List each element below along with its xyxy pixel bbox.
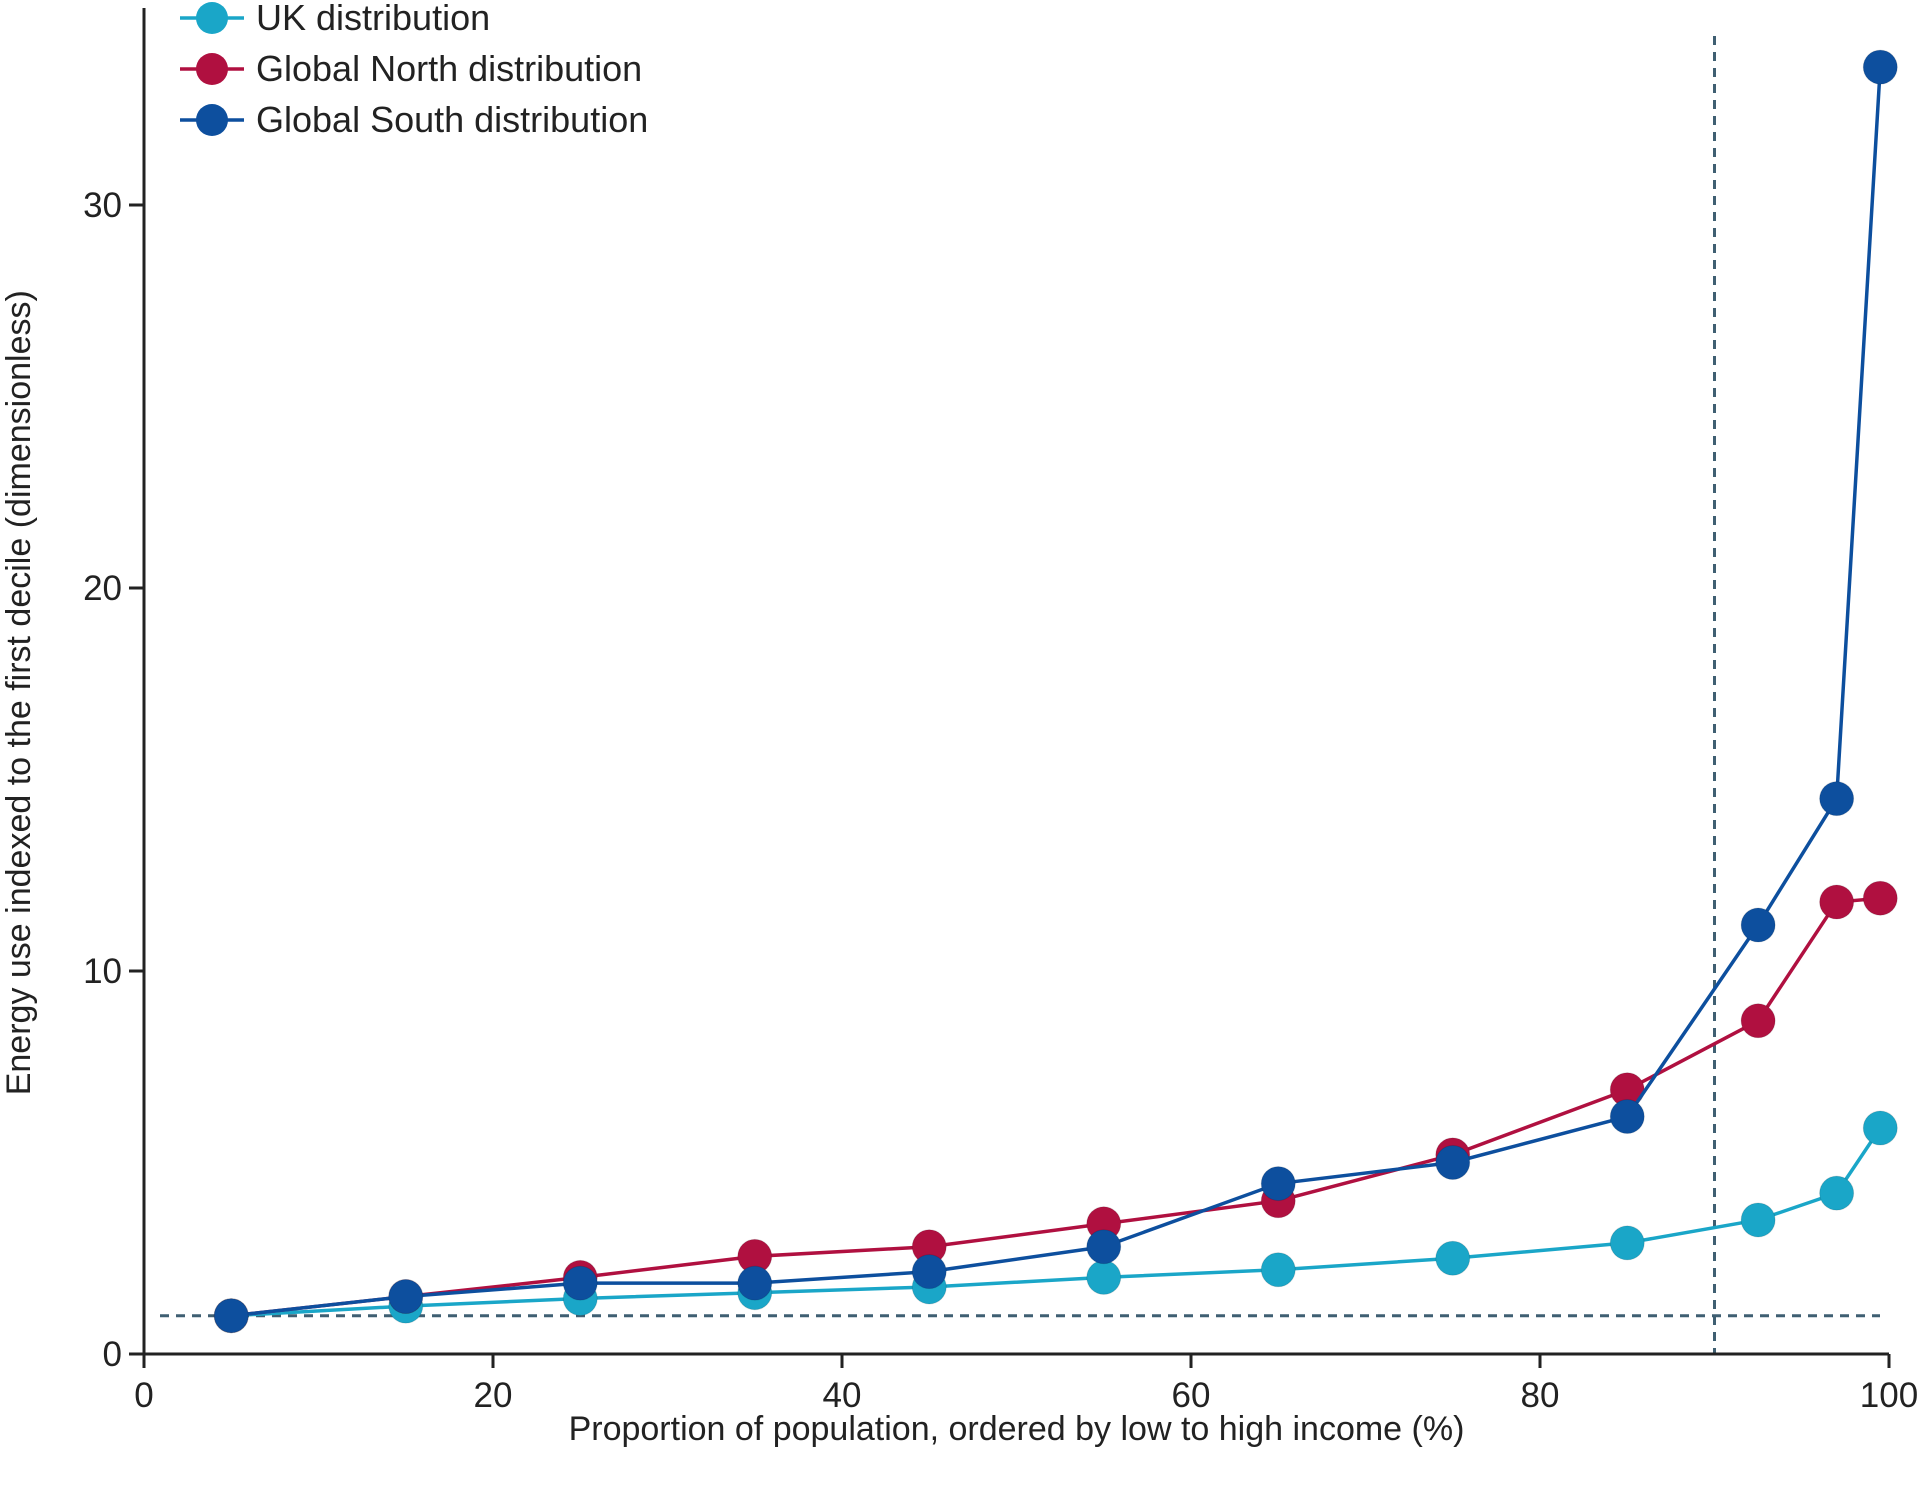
legend: UK distribution Global North distribution… — [180, 0, 648, 140]
data-point — [1819, 1175, 1855, 1211]
data-point — [1819, 781, 1855, 817]
data-point — [1862, 1110, 1898, 1146]
series-global-south-distribution — [213, 49, 1898, 1334]
legend-swatch-marker — [196, 53, 228, 85]
x-tick-label: 0 — [134, 1376, 153, 1415]
data-point — [737, 1265, 773, 1301]
y-tick-label: 0 — [103, 1335, 122, 1374]
data-point — [1740, 1003, 1776, 1039]
data-point — [1086, 1259, 1122, 1295]
series-uk-distribution — [213, 1110, 1898, 1334]
y-tick-label: 30 — [83, 186, 122, 225]
data-point — [1819, 884, 1855, 920]
data-point — [1862, 49, 1898, 85]
data-point — [1435, 1145, 1471, 1180]
data-point — [1086, 1229, 1122, 1265]
data-point — [388, 1279, 424, 1315]
series-layer — [213, 49, 1898, 1334]
x-tick-label: 40 — [823, 1376, 862, 1415]
data-point — [1740, 1202, 1776, 1238]
data-point — [1609, 1225, 1645, 1261]
data-point — [1740, 907, 1776, 943]
y-tick-label: 10 — [83, 952, 122, 991]
x-axis-title: Proportion of population, ordered by low… — [569, 1410, 1465, 1448]
y-axis-title: Energy use indexed to the first decile (… — [0, 290, 38, 1095]
legend-swatch-marker — [196, 104, 228, 136]
x-tick-label: 80 — [1521, 1376, 1560, 1415]
data-point — [1435, 1240, 1471, 1276]
legend-item: UK distribution — [180, 0, 490, 38]
reference-lines — [160, 36, 1880, 1354]
axes: 0 20 40 60 80 100 0 10 20 30 — [83, 8, 1918, 1415]
legend-label: Global North distribution — [256, 48, 642, 89]
series-line — [231, 67, 1883, 1318]
data-point — [911, 1254, 947, 1290]
data-point — [1609, 1099, 1645, 1135]
legend-item: Global South distribution — [180, 99, 648, 140]
data-point — [1862, 880, 1898, 916]
data-point — [1260, 1166, 1296, 1202]
x-tick-label: 60 — [1172, 1376, 1211, 1415]
data-point — [562, 1265, 598, 1301]
x-tick-label: 20 — [474, 1376, 513, 1415]
y-tick-label: 20 — [83, 569, 122, 608]
series-global-north-distribution — [213, 880, 1898, 1334]
legend-label: UK distribution — [256, 0, 490, 38]
legend-swatch-marker — [196, 2, 228, 34]
data-point — [213, 1298, 249, 1334]
legend-item: Global North distribution — [180, 48, 642, 89]
x-tick-label: 100 — [1860, 1376, 1918, 1415]
series-line — [231, 896, 1881, 1318]
data-point — [1260, 1252, 1296, 1288]
legend-label: Global South distribution — [256, 99, 648, 140]
